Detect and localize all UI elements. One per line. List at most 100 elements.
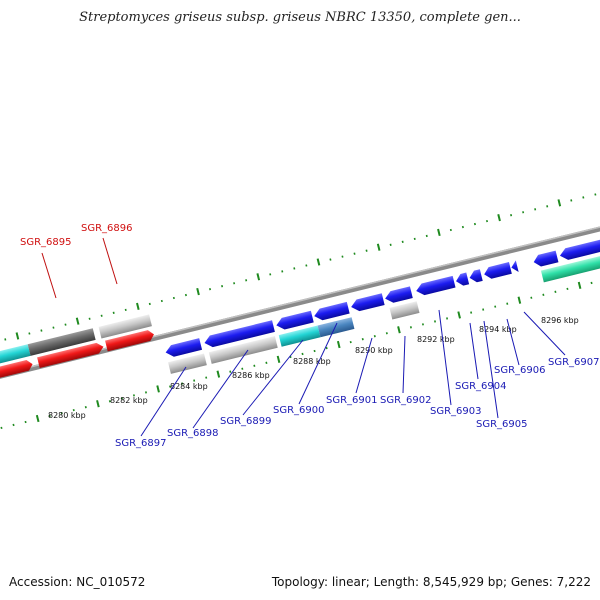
gene-label-sgr-6906[interactable]: SGR_6906 bbox=[494, 365, 546, 376]
minor-tick bbox=[193, 379, 196, 382]
major-tick bbox=[35, 414, 40, 423]
genome-summary-text: Topology: linear; Length: 8,545,929 bp; … bbox=[271, 575, 591, 589]
ruler-label: 8282 kbp bbox=[110, 396, 148, 405]
gene-label-sgr-6907[interactable]: SGR_6907 bbox=[548, 357, 600, 368]
minor-tick bbox=[530, 296, 533, 299]
minor-tick bbox=[241, 367, 244, 370]
gene-sgr-6902-gray[interactable] bbox=[389, 301, 420, 320]
ruler-label: 8284 kbp bbox=[170, 382, 208, 391]
minor-tick bbox=[570, 199, 573, 202]
gene-sgr-6899-cyan[interactable] bbox=[278, 325, 321, 347]
minor-tick bbox=[112, 311, 115, 314]
gene-sgr-6898-gray[interactable] bbox=[208, 336, 278, 364]
minor-tick bbox=[52, 326, 55, 329]
gene-sgr-6898[interactable] bbox=[203, 320, 275, 349]
gene-arrow[interactable] bbox=[559, 231, 600, 262]
major-tick bbox=[376, 243, 381, 251]
gene-label-sgr-6896[interactable]: SGR_6896 bbox=[81, 223, 133, 234]
gene-arrow[interactable] bbox=[540, 247, 600, 283]
gene-label-sgr-6899[interactable]: SGR_6899 bbox=[220, 416, 272, 427]
minor-tick bbox=[108, 400, 111, 403]
minor-tick bbox=[401, 240, 404, 243]
minor-tick bbox=[265, 361, 268, 364]
minor-tick bbox=[353, 252, 356, 255]
minor-tick bbox=[144, 391, 148, 394]
gene-sgr-6895-red[interactable] bbox=[37, 341, 105, 369]
minor-tick bbox=[233, 282, 236, 285]
gene-sgr-6904[interactable] bbox=[455, 272, 470, 288]
gene-sgr-6906[interactable] bbox=[483, 262, 512, 280]
gene-label-sgr-6901[interactable]: SGR_6901 bbox=[326, 395, 378, 406]
minor-tick bbox=[385, 332, 388, 335]
gene-sgr-6902[interactable] bbox=[384, 286, 413, 304]
gene-sgr-6906-b[interactable] bbox=[510, 260, 519, 273]
minor-tick bbox=[100, 314, 103, 317]
minor-tick bbox=[494, 305, 497, 308]
gene-arrow[interactable] bbox=[0, 359, 34, 383]
gene-label-sgr-6903[interactable]: SGR_6903 bbox=[430, 406, 482, 417]
minor-tick bbox=[510, 214, 513, 217]
minor-tick bbox=[120, 397, 123, 400]
major-tick bbox=[276, 355, 281, 363]
minor-tick bbox=[24, 420, 27, 424]
gene-label-sgr-6905[interactable]: SGR_6905 bbox=[476, 419, 528, 430]
minor-tick bbox=[470, 311, 473, 314]
gene-sgr-6900-steel[interactable] bbox=[317, 317, 355, 338]
gene-label-sgr-6898[interactable]: SGR_6898 bbox=[167, 428, 219, 439]
gene-arrow[interactable] bbox=[0, 344, 31, 370]
minor-tick bbox=[425, 234, 428, 238]
minor-tick bbox=[269, 273, 272, 276]
ruler-ticks-bottom bbox=[0, 281, 593, 430]
gene-label-sgr-6895[interactable]: SGR_6895 bbox=[20, 237, 72, 248]
gene-sgr-6899[interactable] bbox=[275, 310, 314, 331]
ruler-label: 8296 kbp bbox=[541, 316, 579, 325]
minor-tick bbox=[64, 323, 67, 326]
major-tick bbox=[557, 199, 562, 207]
gene-sgr-6895[interactable] bbox=[27, 328, 96, 356]
minor-tick bbox=[409, 326, 412, 329]
minor-tick bbox=[12, 423, 15, 427]
minor-tick bbox=[208, 287, 212, 291]
minor-tick bbox=[28, 332, 31, 335]
minor-tick bbox=[172, 296, 175, 300]
minor-tick bbox=[534, 208, 537, 211]
minor-tick bbox=[546, 205, 549, 208]
ruler-label: 8286 kbp bbox=[232, 371, 270, 380]
minor-tick bbox=[160, 299, 163, 303]
major-tick bbox=[216, 370, 221, 378]
minor-tick bbox=[184, 293, 187, 297]
major-tick bbox=[336, 340, 341, 349]
minor-tick bbox=[413, 237, 416, 241]
minor-tick bbox=[293, 267, 296, 270]
major-tick bbox=[316, 258, 321, 266]
major-tick bbox=[75, 317, 80, 325]
gene-label-sgr-6900[interactable]: SGR_6900 bbox=[273, 405, 325, 416]
minor-tick bbox=[281, 270, 284, 273]
ruler-label: 8280 kbp bbox=[48, 411, 86, 420]
gene-label-sgr-6897[interactable]: SGR_6897 bbox=[115, 438, 167, 449]
gene-label-sgr-6902[interactable]: SGR_6902 bbox=[380, 395, 432, 406]
major-tick bbox=[136, 302, 140, 311]
gene-sgr-6897-gray[interactable] bbox=[168, 353, 207, 374]
major-tick bbox=[437, 228, 441, 237]
minor-tick bbox=[84, 406, 87, 409]
gene-sgr-6901[interactable] bbox=[350, 293, 385, 313]
major-tick bbox=[15, 332, 20, 340]
major-tick bbox=[397, 326, 401, 334]
minor-tick bbox=[373, 335, 376, 338]
gene-sgr-6900[interactable] bbox=[313, 301, 350, 322]
gene-sgr-6905[interactable] bbox=[468, 269, 483, 284]
gene-sgr-6896-red[interactable] bbox=[105, 329, 155, 352]
minor-tick bbox=[349, 340, 352, 344]
minor-tick bbox=[181, 382, 184, 385]
gene-sgr-6897[interactable] bbox=[164, 338, 203, 358]
gene-sgr-6896[interactable] bbox=[98, 314, 152, 339]
minor-tick bbox=[506, 302, 509, 305]
leader-lines-blue bbox=[140, 309, 566, 437]
gene-label-sgr-6904[interactable]: SGR_6904 bbox=[455, 381, 507, 392]
accession-text: Accession: NC_010572 bbox=[9, 575, 146, 589]
minor-tick bbox=[341, 255, 344, 258]
gene-sgr-6907[interactable] bbox=[532, 250, 559, 268]
gene-sgr-6903[interactable] bbox=[415, 275, 456, 297]
